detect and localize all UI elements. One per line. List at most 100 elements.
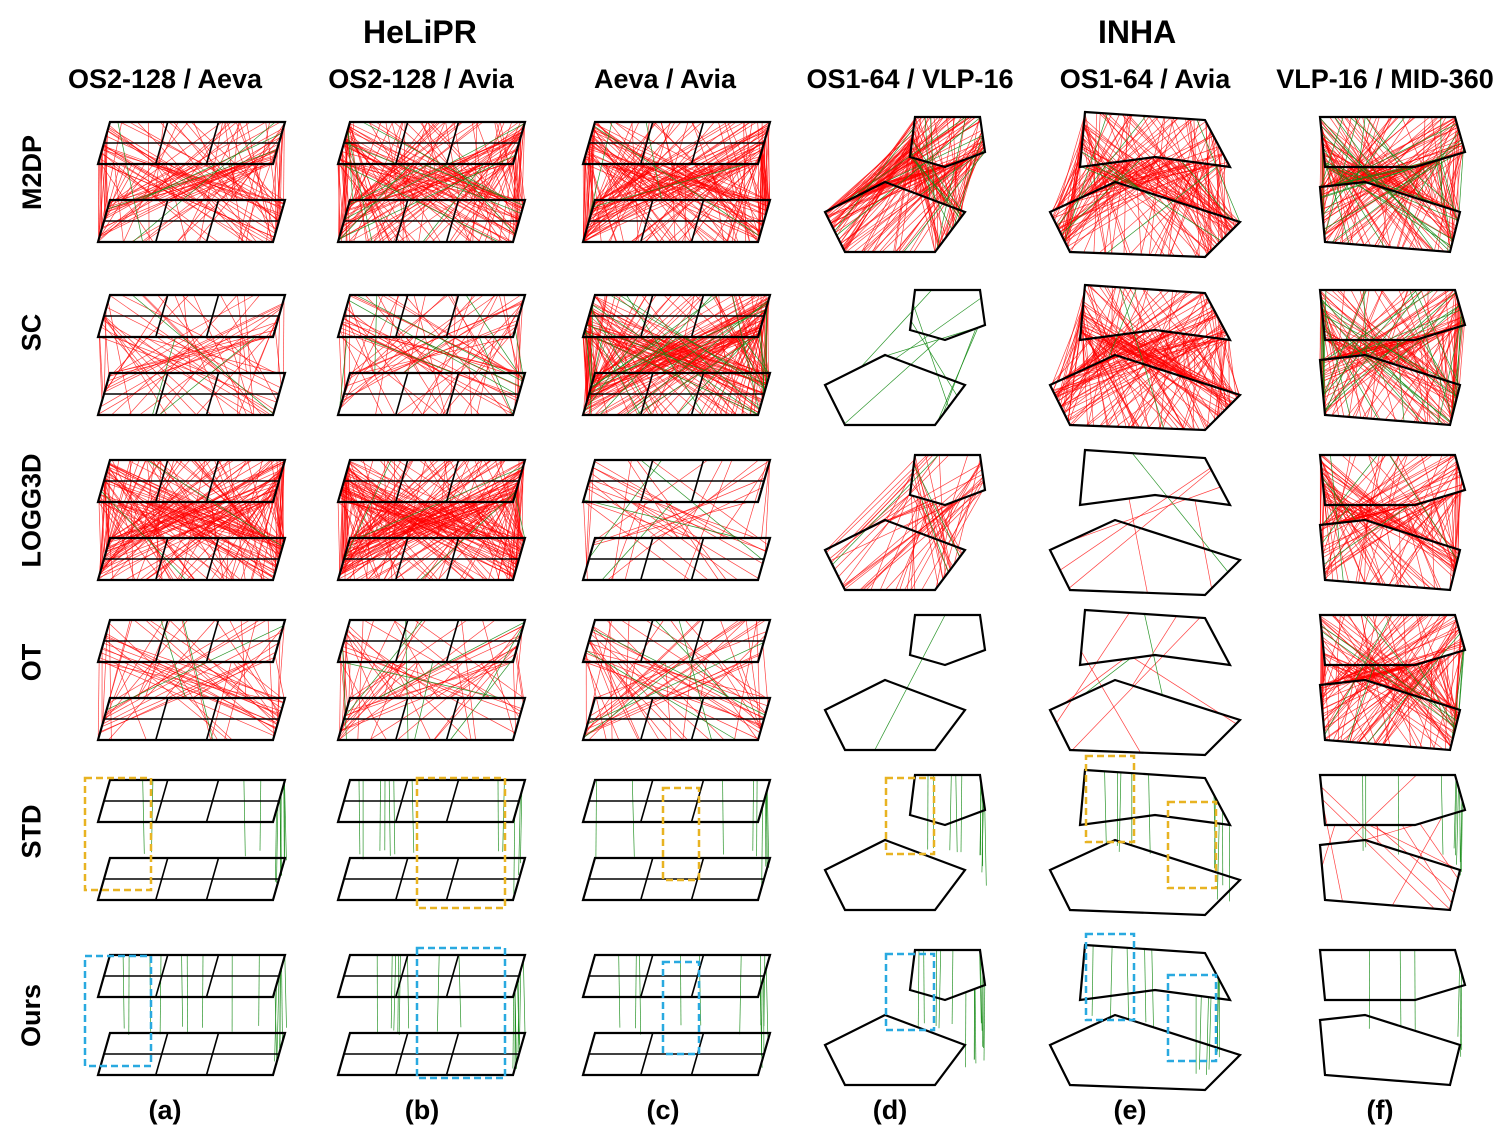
false-match-line — [765, 136, 768, 209]
false-match-line — [604, 661, 641, 741]
column-title-d: OS1-64 / VLP-16 — [806, 64, 1014, 94]
false-match-line — [108, 501, 193, 581]
false-match-line — [239, 492, 276, 539]
true-match-line — [1417, 664, 1456, 728]
false-match-line — [1322, 645, 1360, 681]
false-match-line — [1324, 162, 1431, 235]
false-match-line — [349, 661, 404, 699]
true-match-line — [202, 954, 204, 1028]
false-match-line — [1346, 614, 1452, 748]
column-letter-f: (f) — [1366, 1095, 1394, 1125]
false-match-line — [1116, 339, 1229, 427]
false-match-line — [881, 151, 986, 253]
false-match-line — [133, 619, 276, 734]
true-match-line — [337, 163, 411, 242]
false-match-line — [141, 131, 283, 243]
panel-r4-c1-trajectory-layer-1 — [96, 618, 287, 664]
false-match-line — [1123, 333, 1240, 396]
false-match-line — [1322, 804, 1343, 902]
false-match-line — [148, 661, 281, 715]
false-match-line — [137, 121, 251, 243]
true-match-line — [122, 954, 125, 1029]
true-match-line — [1118, 772, 1122, 852]
true-match-line — [411, 779, 415, 853]
false-match-line — [1323, 159, 1365, 246]
true-match-line — [844, 338, 941, 425]
false-match-line — [639, 163, 742, 243]
false-match-line — [210, 321, 278, 374]
false-match-line — [584, 336, 591, 391]
false-match-line — [925, 454, 952, 569]
column-title-b: OS2-128 / Avia — [328, 64, 514, 94]
false-match-line — [735, 294, 765, 393]
false-match-line — [160, 501, 246, 539]
false-match-line — [590, 121, 596, 214]
true-match-line — [1108, 288, 1137, 359]
true-match-line — [338, 154, 516, 240]
false-match-line — [181, 619, 212, 741]
panel-r1-c5-true-matches — [1056, 113, 1241, 254]
false-match-line — [1400, 303, 1460, 422]
false-match-line — [588, 480, 709, 581]
panel-r5-c1-true-matches — [142, 779, 287, 883]
true-match-line — [117, 121, 144, 243]
false-match-line — [591, 631, 765, 719]
false-match-line — [1083, 123, 1232, 231]
false-match-line — [141, 501, 257, 539]
false-match-line — [193, 459, 280, 558]
false-match-line — [144, 661, 157, 699]
false-match-line — [476, 121, 517, 230]
true-match-line — [635, 335, 759, 416]
false-match-line — [1368, 339, 1452, 419]
false-match-line — [159, 294, 260, 416]
false-match-line — [1359, 289, 1396, 421]
true-match-line — [860, 289, 932, 368]
true-match-line — [983, 983, 986, 1061]
panel-r1-c2-false-matches — [337, 121, 526, 243]
panel-r4-c4-trajectory-layer-2 — [823, 678, 967, 752]
false-match-line — [345, 632, 397, 699]
false-match-line — [960, 158, 968, 218]
false-match-line — [631, 501, 759, 579]
false-match-line — [340, 661, 387, 741]
false-match-line — [154, 474, 281, 539]
true-match-line — [342, 459, 392, 565]
false-match-line — [1058, 309, 1084, 403]
false-match-line — [344, 140, 499, 201]
panel-r2-c1-trajectory-layer-1 — [96, 293, 287, 339]
false-match-line — [117, 501, 279, 562]
true-match-line — [756, 779, 758, 857]
false-match-line — [1397, 339, 1456, 406]
false-match-line — [1162, 297, 1208, 429]
true-match-line — [1126, 947, 1129, 1021]
false-match-line — [339, 159, 513, 201]
false-match-line — [1324, 657, 1439, 740]
false-match-line — [342, 469, 523, 564]
false-match-line — [345, 138, 407, 201]
true-match-line — [436, 954, 440, 1032]
false-match-line — [701, 150, 763, 201]
false-match-line — [341, 661, 392, 727]
true-match-line — [513, 815, 516, 896]
false-match-line — [951, 490, 983, 546]
false-match-line — [106, 306, 280, 395]
false-match-line — [339, 121, 481, 235]
false-match-line — [1322, 481, 1366, 584]
false-match-line — [1381, 504, 1399, 586]
true-match-line — [259, 779, 262, 851]
false-match-line — [1056, 165, 1090, 210]
panel-r6-c1-trajectory-layer-1 — [96, 953, 287, 999]
true-match-line — [1451, 317, 1464, 418]
false-match-line — [583, 121, 656, 240]
false-match-line — [1404, 504, 1439, 590]
false-match-line — [601, 163, 672, 243]
false-match-line — [1091, 291, 1188, 366]
false-match-line — [1358, 615, 1456, 681]
false-match-line — [608, 121, 705, 243]
false-match-line — [515, 653, 524, 705]
false-match-line — [759, 151, 762, 236]
true-match-line — [618, 954, 621, 1028]
false-match-line — [935, 501, 954, 589]
panel-r4-c1-true-matches — [106, 619, 284, 741]
false-match-line — [1340, 454, 1429, 523]
